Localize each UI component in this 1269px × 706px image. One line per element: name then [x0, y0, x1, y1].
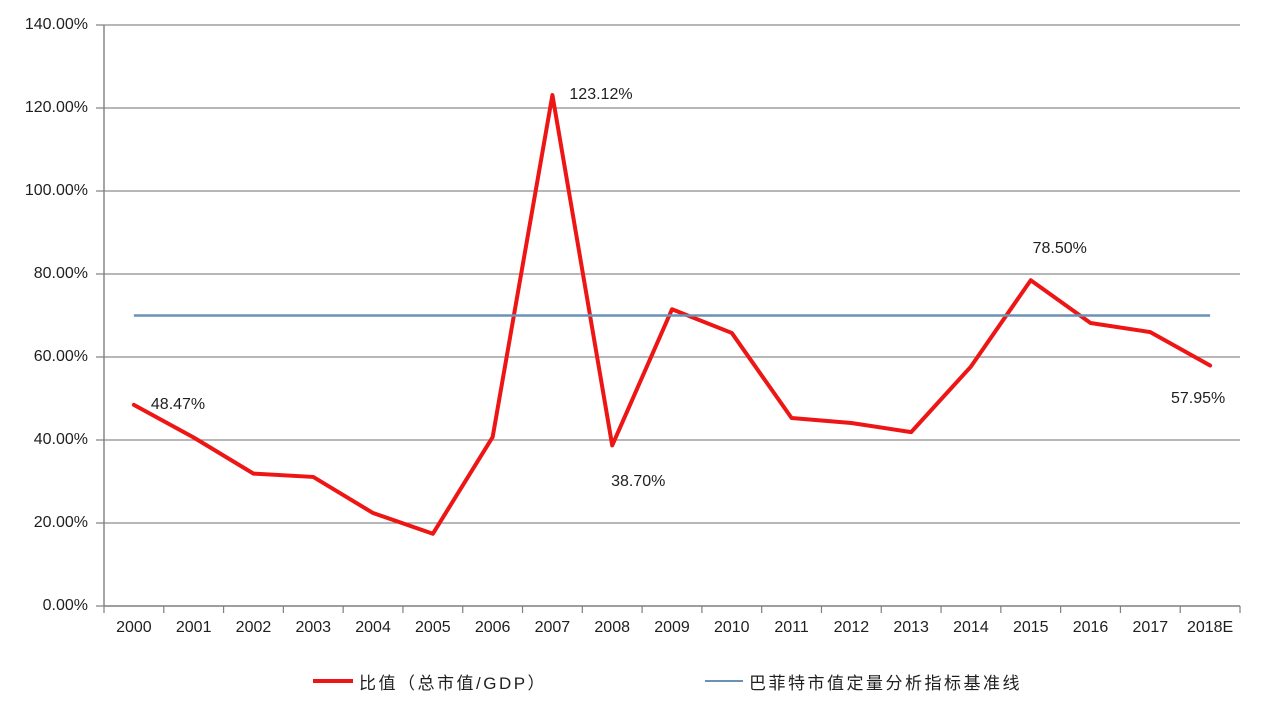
- data-label: 38.70%: [611, 473, 666, 491]
- x-axis-label: 2006: [474, 619, 511, 636]
- legend-label-ratio: 比值（总市值/GDP）: [359, 673, 548, 693]
- y-axis-label: 100.00%: [24, 182, 88, 199]
- y-axis-label: 40.00%: [33, 431, 88, 448]
- x-axis-label: 2017: [1132, 619, 1169, 636]
- x-axis-label: 2005: [415, 619, 451, 636]
- x-axis-label: 2018E: [1186, 619, 1234, 636]
- legend-item-baseline: 巴菲特市值定量分析指标基准线: [705, 669, 1022, 693]
- y-axis-label: 60.00%: [33, 348, 88, 365]
- x-axis-label: 2008: [594, 619, 630, 636]
- x-axis-label: 2011: [774, 619, 809, 636]
- ratio-line-swatch-icon: [313, 679, 353, 683]
- x-axis-label: 2007: [534, 619, 571, 636]
- y-axis-label: 140.00%: [24, 16, 88, 33]
- x-axis-label: 2016: [1072, 619, 1109, 636]
- x-axis-label: 2014: [953, 619, 989, 636]
- y-axis-label: 0.00%: [42, 597, 88, 614]
- x-axis-label: 2000: [116, 619, 152, 636]
- x-axis-label: 2010: [713, 619, 750, 636]
- x-axis-label: 2013: [893, 619, 929, 636]
- legend-item-ratio: 比值（总市值/GDP）: [313, 669, 547, 693]
- data-label: 57.95%: [1170, 389, 1226, 407]
- x-axis-label: 2012: [833, 619, 870, 636]
- x-axis-label: 2003: [295, 619, 332, 636]
- x-axis-label: 2004: [355, 619, 391, 636]
- legend-label-baseline: 巴菲特市值定量分析指标基准线: [749, 673, 1022, 693]
- data-label: 78.50%: [1032, 240, 1087, 258]
- y-axis-label: 20.00%: [33, 514, 88, 531]
- data-label: 48.47%: [150, 395, 206, 413]
- x-axis-label: 2009: [654, 619, 690, 636]
- data-label: 123.12%: [569, 86, 633, 104]
- x-axis-label: 2001: [175, 619, 212, 636]
- x-axis-label: 2015: [1012, 619, 1049, 636]
- x-axis-label: 2002: [235, 619, 272, 636]
- y-axis-label: 80.00%: [33, 265, 88, 282]
- y-axis-label: 120.00%: [24, 99, 88, 116]
- baseline-line-swatch-icon: [705, 679, 743, 683]
